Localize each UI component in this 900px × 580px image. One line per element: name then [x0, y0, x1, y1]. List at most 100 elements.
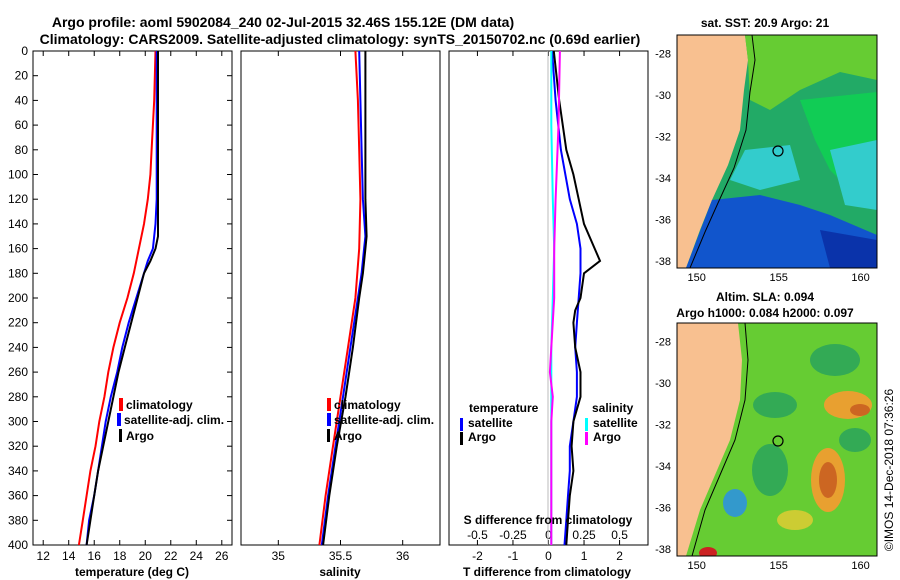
x-tick-label: 14 — [62, 549, 76, 563]
salinity-legend: climatology satellite-adj. clim. Argo — [327, 398, 434, 443]
x-tick-label: -2 — [472, 549, 483, 563]
sst-cool-patch-east — [830, 140, 877, 210]
depth-tick-label: 140 — [8, 217, 28, 231]
temperature-panel: 0204060801001201401601802002202402602803… — [8, 44, 648, 579]
salinity-panel: 35 35.5 36 salinity climatology satellite-… — [240, 50, 441, 579]
salinity-axes — [240, 50, 441, 546]
x-tick-label: 16 — [88, 549, 102, 563]
sst-lon-ticks: 150 155 160 — [687, 272, 869, 284]
difference-lines — [548, 50, 602, 546]
x-tick-label: 0.5 — [611, 528, 628, 542]
legend-argo: Argo — [334, 429, 362, 443]
depth-tick-label: 380 — [8, 513, 28, 527]
depth-tick-label: 400 — [8, 538, 28, 552]
legend-salinity-title: salinity — [592, 401, 634, 415]
watermark: ©IMOS 14-Dec-2018 07:36:26 — [882, 389, 896, 552]
sla-argo-marker — [772, 435, 784, 447]
x-tick-label: 24 — [190, 549, 204, 563]
lat-tick-label: -38 — [655, 544, 671, 556]
depth-tick-label: 200 — [8, 291, 28, 305]
x-tick-label: 35.5 — [329, 549, 353, 563]
sst-warm-north — [745, 35, 877, 110]
sla-map-title: Altim. SLA: 0.094 — [716, 290, 814, 304]
sst-map-title: sat. SST: 20.9 Argo: 21 — [701, 16, 830, 30]
depth-tick-label: 60 — [15, 118, 29, 132]
legend-s-satellite: satellite — [593, 416, 638, 430]
sla-coastline — [691, 323, 749, 556]
legend-t-satellite: satellite — [468, 416, 513, 430]
x-tick-label: 22 — [164, 549, 178, 563]
sla-high-2-core — [850, 404, 870, 416]
legend-swatch-climatology — [327, 398, 331, 411]
s-difference-tick-labels: -0.5 -0.25 0 0.25 0.5 — [467, 528, 628, 542]
sst-cool-patch-west — [730, 145, 800, 190]
lat-tick-label: -34 — [655, 173, 671, 185]
x-tick-label: 0.25 — [572, 528, 596, 542]
sla-land — [677, 323, 742, 556]
x-tick-label: 0 — [545, 549, 552, 563]
depth-tick-label: 320 — [8, 439, 28, 453]
depth-tick-label: 220 — [8, 316, 28, 330]
sst-map-frame — [676, 34, 878, 269]
sla-map-subtitle: Argo h1000: 0.084 h2000: 0.097 — [676, 306, 854, 320]
x-tick-label: 1 — [581, 549, 588, 563]
series-line-climatology — [318, 50, 362, 546]
sst-field — [677, 35, 877, 268]
depth-tick-label: 120 — [8, 192, 28, 206]
lat-tick-label: -28 — [655, 337, 671, 349]
sst-argo-marker — [772, 145, 784, 157]
lon-tick-label: 150 — [687, 560, 705, 572]
sla-map-frame — [676, 322, 878, 557]
lat-tick-label: -36 — [655, 214, 671, 226]
x-tick-label: 18 — [113, 549, 127, 563]
lon-tick-label: 160 — [851, 272, 869, 284]
legend-swatch-s-satellite — [585, 418, 588, 431]
sst-map-panel: sat. SST: 20.9 Argo: 21 -28-30-32-34-36-… — [655, 16, 878, 284]
series-line-temperature-argo — [552, 50, 602, 546]
x-tick-label: 26 — [215, 549, 229, 563]
legend-swatch-argo — [119, 429, 122, 442]
depth-tick-label: 360 — [8, 489, 28, 503]
legend-satellite: satellite-adj. clim. — [124, 413, 224, 427]
sla-low-4 — [839, 428, 871, 452]
depth-tick-label: 180 — [8, 266, 28, 280]
sla-map-panel: Altim. SLA: 0.094 Argo h1000: 0.084 h200… — [655, 290, 878, 572]
lat-tick-label: -32 — [655, 131, 671, 143]
sla-mid-1 — [777, 510, 813, 530]
x-tick-label: -1 — [508, 549, 519, 563]
legend-argo: Argo — [126, 429, 154, 443]
depth-tick-label: 80 — [15, 143, 29, 157]
title-line-2: Climatology: CARS2009. Satellite-adjuste… — [40, 31, 641, 47]
x-tick-label: 35 — [272, 549, 286, 563]
depth-tick-label: 240 — [8, 340, 28, 354]
series-line-climatology — [77, 50, 157, 546]
temperature-legend: climatology satellite-adj. clim. Argo — [117, 398, 224, 443]
sla-low-1 — [753, 392, 797, 418]
t-difference-xlabel: T difference from climatology — [463, 565, 631, 579]
lat-tick-label: -28 — [655, 49, 671, 61]
depth-tick-label: 260 — [8, 365, 28, 379]
sst-land — [677, 35, 748, 268]
legend-s-argo: Argo — [593, 430, 621, 444]
depth-tick-label: 160 — [8, 242, 28, 256]
series-line-argo — [85, 51, 159, 546]
lon-tick-label: 155 — [769, 560, 787, 572]
sst-cold-core — [820, 230, 877, 268]
legend-climatology: climatology — [334, 398, 401, 412]
title-line-1: Argo profile: aoml 5902084_240 02-Jul-20… — [52, 14, 514, 30]
lat-tick-label: -30 — [655, 378, 671, 390]
lat-tick-label: -34 — [655, 461, 671, 473]
series-line-satellite-adj-clim- — [320, 50, 367, 546]
legend-swatch-t-satellite — [460, 418, 463, 431]
legend-t-argo: Argo — [468, 430, 496, 444]
x-tick-label: -0.25 — [499, 528, 527, 542]
temperature-difference-legend: temperature satellite Argo — [460, 401, 539, 445]
salinity-tick-labels: 35 35.5 36 — [272, 51, 410, 563]
sla-low-3 — [752, 444, 788, 496]
lon-tick-label: 150 — [687, 272, 705, 284]
depth-tick-label: 100 — [8, 168, 28, 182]
s-difference-xlabel: S difference from climatology — [464, 513, 633, 527]
sla-low-2 — [810, 344, 860, 376]
x-tick-label: 36 — [396, 549, 410, 563]
